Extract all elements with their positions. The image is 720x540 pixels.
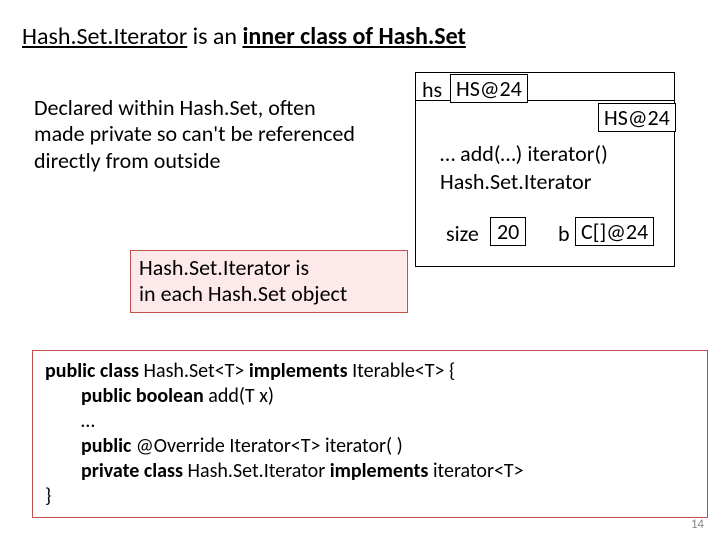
b-field-label: b: [558, 220, 570, 247]
code-block: public class Hash.Set<T> implements Iter…: [32, 350, 708, 518]
hs-var-label: hs: [422, 76, 442, 103]
b-field-value: C[]@24: [575, 217, 654, 246]
note-line1: Hash.Set.Iterator is: [139, 255, 399, 281]
methods-line2: Hash.Set.Iterator: [440, 168, 670, 196]
code-line-6: }: [45, 484, 695, 509]
hs-var-value: HS@24: [450, 74, 528, 103]
size-field-value: 20: [490, 217, 526, 246]
title-part1: Hash.Set.Iterator: [22, 22, 187, 51]
methods-line1: … add(…) iterator(): [440, 140, 670, 168]
note-line2: in each Hash.Set object: [139, 281, 399, 307]
page-number: 14: [691, 517, 704, 532]
code-line-4: public @Override Iterator<T> iterator( ): [45, 434, 695, 459]
code-line-3: …: [45, 409, 695, 434]
size-field-label: size: [446, 220, 479, 247]
code-line-2: public boolean add(T x): [45, 384, 695, 409]
code-line-1: public class Hash.Set<T> implements Iter…: [45, 359, 695, 384]
description-text: Declared within Hash.Set, often made pri…: [34, 95, 364, 174]
code-line-5: private class Hash.Set.Iterator implemen…: [45, 459, 695, 484]
title-part4: of Hash.Set: [347, 22, 466, 51]
methods-list: … add(…) iterator() Hash.Set.Iterator: [440, 140, 670, 195]
title-part2: is an: [187, 22, 242, 51]
inner-class-note: Hash.Set.Iterator is in each Hash.Set ob…: [130, 250, 408, 313]
object-header: HS@24: [598, 103, 676, 132]
title-part3: inner class: [242, 22, 347, 51]
slide-title: Hash.Set.Iterator is an inner class of H…: [22, 22, 466, 51]
